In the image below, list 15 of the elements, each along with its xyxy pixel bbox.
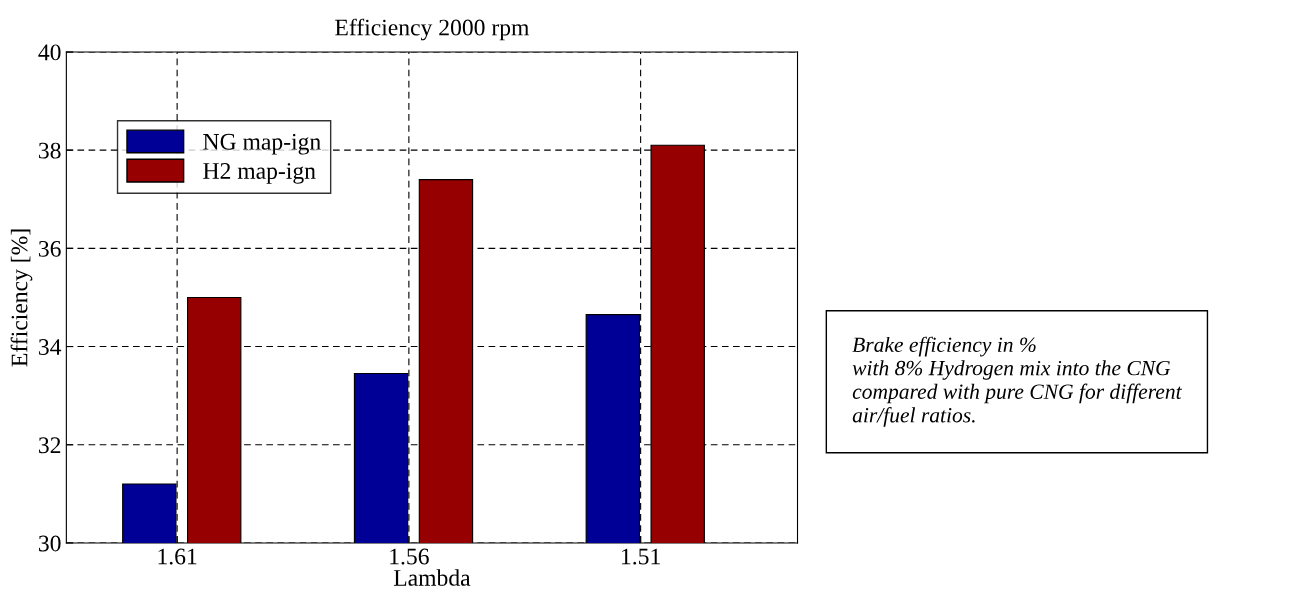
y-tick-label: 40 [38, 44, 61, 61]
legend-label: H2 map-ign [203, 163, 316, 184]
x-tick-label: 1.61 [158, 548, 197, 565]
y-axis-title: Efficiency [%] [10, 229, 33, 367]
text: Brake efficiency in % with 8% Hydrogen mix into the CNG compared with pure CNG for different air/fuel ratios. [852, 336, 1183, 427]
y-tick-label: 30 [39, 535, 61, 552]
x-axis-title: Lambda [393, 569, 471, 586]
y-tick-label: 36 [39, 240, 61, 257]
y-tick-label: 38 [39, 142, 61, 159]
chart-title: Efficiency 2000 rpm [335, 18, 530, 41]
x-tick-label: 1.56 [390, 548, 429, 565]
y-tick-label: 34 [39, 339, 62, 355]
y-tick-label: 32 [39, 437, 61, 454]
x-tick-label: 1.51 [622, 548, 660, 565]
legend-label: NG map-ign [203, 133, 321, 155]
